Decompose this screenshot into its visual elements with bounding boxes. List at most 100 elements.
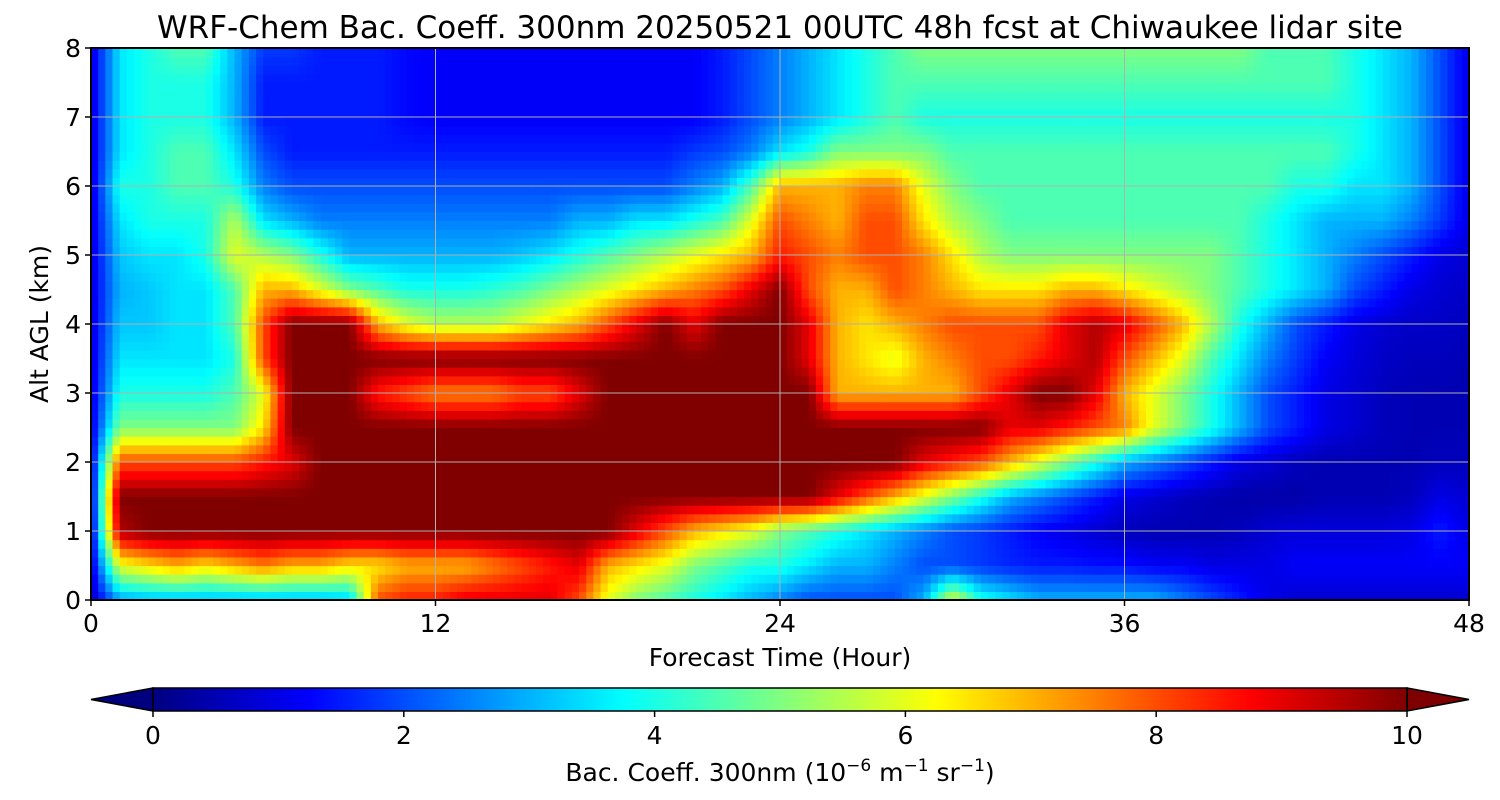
heatmap-cell xyxy=(815,462,824,472)
heatmap-cell xyxy=(1303,401,1312,411)
heatmap-cell xyxy=(435,393,444,403)
heatmap-cell xyxy=(184,393,193,403)
heatmap-cell xyxy=(1332,375,1341,385)
heatmap-cell xyxy=(729,410,738,420)
heatmap-cell xyxy=(708,384,717,394)
heatmap-cell xyxy=(887,401,896,411)
heatmap-cell xyxy=(435,531,444,541)
heatmap-cell xyxy=(126,418,135,429)
heatmap-cell xyxy=(1296,462,1305,472)
heatmap-cell xyxy=(155,384,164,394)
heatmap-cell xyxy=(378,470,386,480)
heatmap-cell xyxy=(1067,505,1075,515)
heatmap-cell xyxy=(657,410,666,420)
heatmap-cell xyxy=(830,375,839,385)
heatmap-cell xyxy=(1390,505,1398,515)
heatmap-cell xyxy=(356,462,365,472)
heatmap-cell xyxy=(1138,462,1147,472)
heatmap-cell xyxy=(930,539,939,549)
heatmap-cell xyxy=(1038,393,1047,403)
heatmap-cell xyxy=(1447,505,1456,515)
heatmap-cell xyxy=(184,539,193,549)
heatmap-cell xyxy=(1275,384,1283,394)
heatmap-cell xyxy=(837,513,846,523)
heatmap-cell xyxy=(335,487,343,498)
heatmap-cell xyxy=(952,539,961,549)
heatmap-cell xyxy=(421,479,429,489)
heatmap-cell xyxy=(722,375,731,385)
heatmap-cell xyxy=(184,496,193,506)
heatmap-cell xyxy=(119,453,128,463)
heatmap-cell xyxy=(464,401,472,411)
heatmap-cell xyxy=(787,591,795,600)
heatmap-cell xyxy=(112,418,121,429)
heatmap-cell xyxy=(880,487,889,498)
heatmap-cell xyxy=(1167,427,1176,437)
heatmap-cell xyxy=(887,539,896,549)
heatmap-cell xyxy=(227,591,236,600)
heatmap-cell xyxy=(1131,436,1140,446)
heatmap-cell xyxy=(751,522,760,532)
heatmap-cell xyxy=(1447,479,1456,489)
heatmap-cell xyxy=(313,582,322,592)
heatmap-cell xyxy=(945,565,953,575)
heatmap-cell xyxy=(284,444,293,454)
heatmap-cell xyxy=(1268,418,1276,429)
heatmap-cell xyxy=(1081,574,1090,584)
heatmap-cell xyxy=(1354,384,1362,394)
heatmap-cell xyxy=(1117,513,1126,523)
heatmap-cell xyxy=(622,436,630,446)
heatmap-cell xyxy=(937,444,946,454)
heatmap-cell xyxy=(1146,479,1154,489)
heatmap-cell xyxy=(693,444,702,454)
heatmap-cell xyxy=(715,427,724,437)
heatmap-cell xyxy=(320,513,329,523)
heatmap-cell xyxy=(607,393,616,403)
heatmap-cell xyxy=(887,522,896,532)
heatmap-cell xyxy=(442,548,451,558)
heatmap-cell xyxy=(1160,470,1169,480)
heatmap-cell xyxy=(213,470,221,480)
heatmap-cell xyxy=(1203,556,1212,567)
heatmap-cell xyxy=(1131,513,1140,523)
heatmap-cell xyxy=(1138,444,1147,454)
heatmap-cell xyxy=(1095,496,1104,506)
heatmap-cell xyxy=(313,565,322,575)
heatmap-cell xyxy=(593,436,602,446)
heatmap-cell xyxy=(1009,487,1018,498)
heatmap-cell xyxy=(485,393,494,403)
heatmap-cell xyxy=(299,496,307,506)
heatmap-cell xyxy=(1339,556,1348,567)
heatmap-cell xyxy=(765,522,774,532)
heatmap-cell xyxy=(1382,565,1391,575)
heatmap-cell xyxy=(1239,427,1248,437)
heatmap-cell xyxy=(1289,505,1298,515)
heatmap-cell xyxy=(263,436,272,446)
heatmap-cell xyxy=(873,591,882,600)
heatmap-cell xyxy=(306,401,315,411)
heatmap-cell xyxy=(399,401,408,411)
heatmap-cell xyxy=(1253,548,1262,558)
heatmap-cell xyxy=(1016,427,1025,437)
heatmap-cell xyxy=(119,582,128,592)
heatmap-cell xyxy=(600,487,609,498)
heatmap-cell xyxy=(385,462,394,472)
heatmap-cell xyxy=(349,539,358,549)
heatmap-cell xyxy=(535,496,544,506)
heatmap-cell xyxy=(1088,470,1097,480)
heatmap-cell xyxy=(873,539,882,549)
heatmap-cell xyxy=(356,505,365,515)
heatmap-cell xyxy=(858,556,867,567)
heatmap-cell xyxy=(1181,582,1190,592)
heatmap-cell xyxy=(973,582,982,592)
heatmap-cell xyxy=(413,436,422,446)
heatmap-cell xyxy=(1311,574,1319,584)
heatmap-cell xyxy=(650,453,659,463)
heatmap-cell xyxy=(492,375,501,385)
heatmap-cell xyxy=(579,427,587,437)
heatmap-cell xyxy=(535,410,544,420)
heatmap-cell xyxy=(1059,436,1068,446)
heatmap-cell xyxy=(1461,393,1469,403)
heatmap-cell xyxy=(571,487,580,498)
